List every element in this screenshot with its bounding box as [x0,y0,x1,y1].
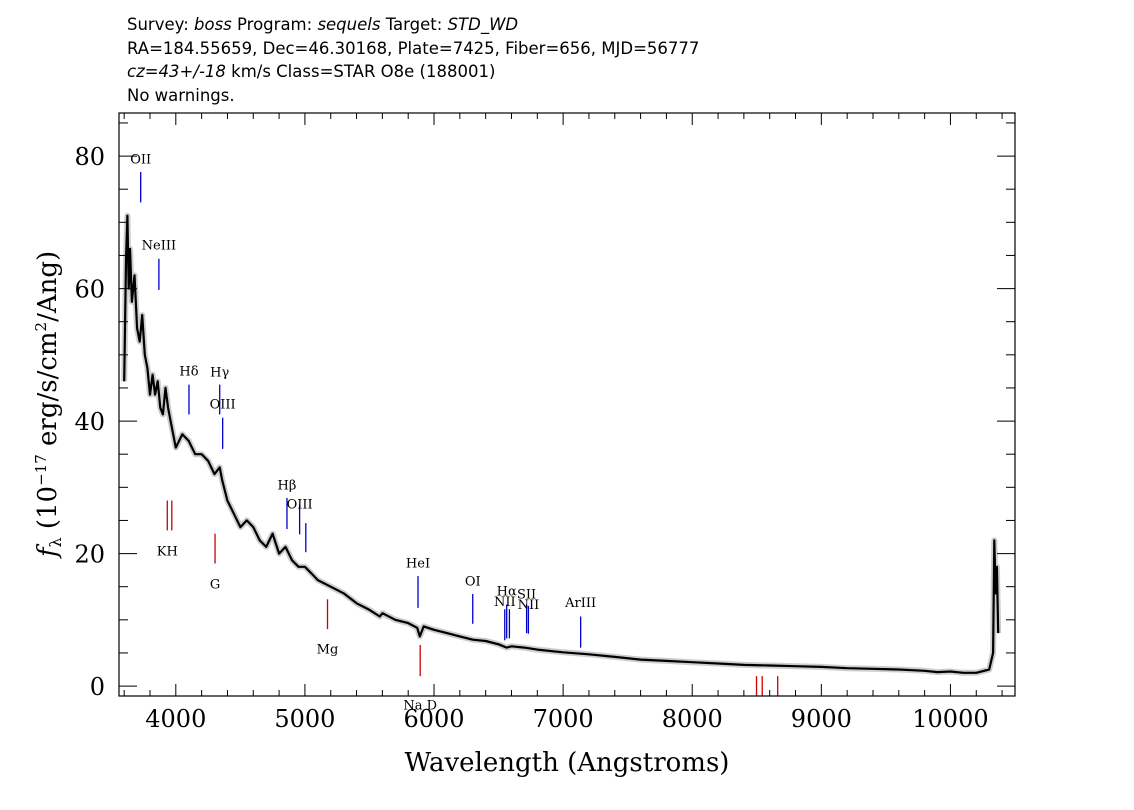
plot-frame [118,112,1016,697]
x-tick-label: 4000 [145,705,206,733]
emission-line-label: OIII [287,498,313,513]
spectrum-line [123,214,1000,674]
y-tick-label: 60 [74,276,105,304]
absorption-line-label: Mg [317,643,339,658]
program-value: sequels [317,15,381,34]
emission-line-label: HeI [406,556,430,571]
x-tick-label: 7000 [533,705,594,733]
emission-line-label: ArIII [564,596,596,611]
emission-line-label: Hβ [278,478,297,493]
emission-line-label: NII [518,598,540,613]
axis-ticks [119,113,1015,696]
absorption-line-label: Na D [403,698,437,713]
x-tick-label: 10000 [912,705,988,733]
x-axis-title: Wavelength (Angstroms) [405,748,730,778]
target-value: STD_WD [447,15,519,34]
error-band-group [121,212,1002,676]
emission-line-label: SII [517,588,536,603]
cz-value: cz=43+/-18 [127,62,226,81]
emission-line-label: Hδ [179,364,198,379]
y-tick-label: 80 [74,143,105,171]
x-tick-label: 9000 [791,705,852,733]
header-line-redshift: cz=43+/-18 km/s Class=STAR O8e (188001) [127,62,496,81]
survey-value: boss [194,15,232,34]
y-tick-label: 0 [90,673,105,701]
absorption-line-label: G [210,578,220,593]
y-axis-title: fλ (10−17 erg/s/cm2/Ang) [32,251,65,559]
series-group [123,214,1000,674]
emission-line-label: Hα [497,584,517,599]
absorption-line-label: KH [157,545,178,560]
header-line-coordinates: RA=184.55659, Dec=46.30168, Plate=7425, … [127,38,700,58]
y-tick-label: 20 [74,541,105,569]
x-tick-label: 8000 [662,705,723,733]
header-line-warnings: No warnings. [127,85,235,105]
emission-line-label: NeIII [142,238,176,253]
emission-line-label: Hγ [210,366,229,381]
spectrum-header: Survey: boss Program: sequels Target: ST… [127,13,699,107]
header-line-survey: Survey: boss Program: sequels Target: ST… [127,15,519,34]
y-tick-label: 40 [74,408,105,436]
error-band [121,212,1002,676]
x-tick-label: 5000 [274,705,335,733]
x-tick-label: 6000 [403,705,464,733]
emission-line-label: NII [494,595,516,610]
emission-line-label: OI [465,574,481,589]
emission-line-label: OIII [210,397,236,412]
axis-tick-labels: 4000 5000 6000 7000 8000 9000 10000 0 20 40 60 80 [74,143,988,733]
emission-line-label: OII [130,152,151,167]
